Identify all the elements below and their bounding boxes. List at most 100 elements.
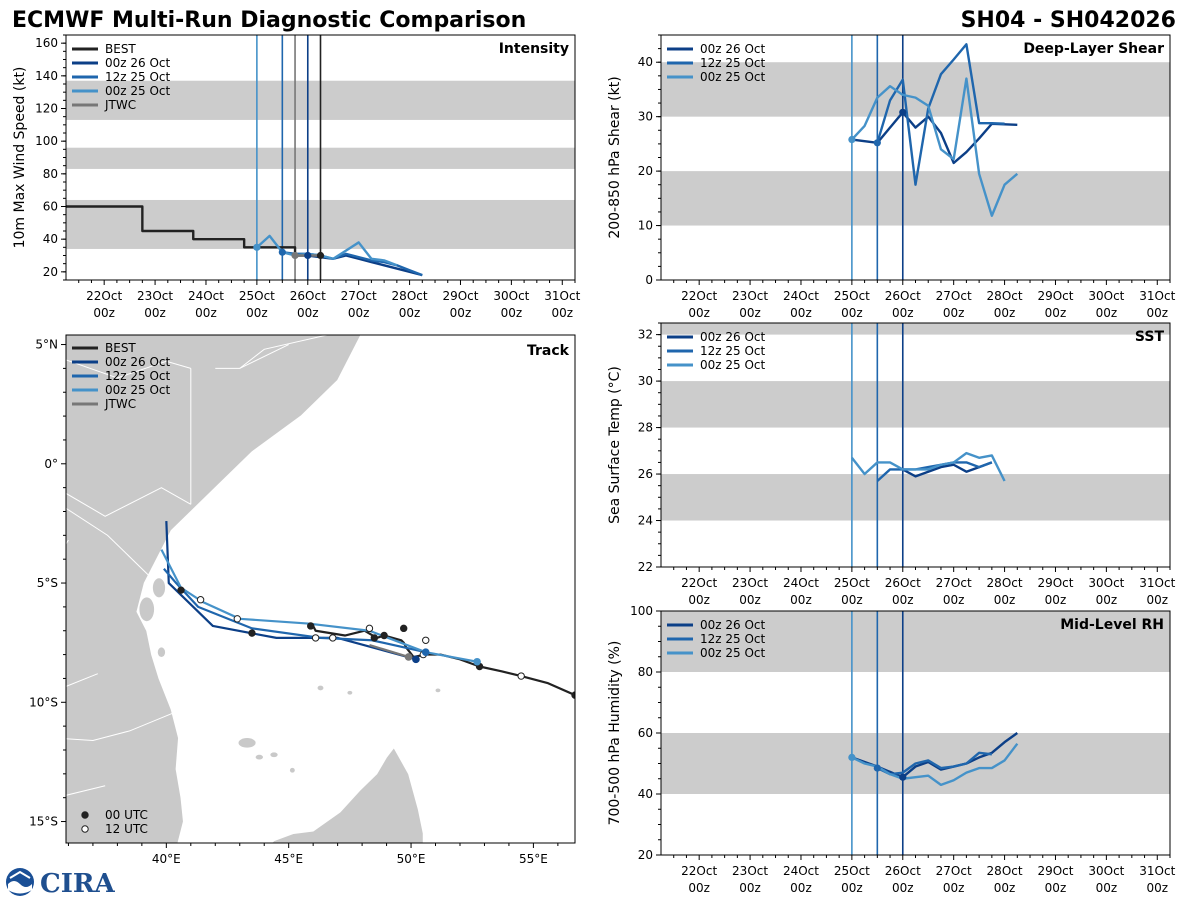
shear-x-tick-label-hour: 00z (1045, 306, 1067, 320)
track-legend-label: 00z 26 Oct (105, 355, 171, 369)
intensity-y-tick-label: 60 (43, 200, 58, 214)
sst-x-tick-label: 26Oct (885, 576, 921, 590)
sst-legend-label: 00z 26 Oct (700, 330, 766, 344)
track-series-best (312, 625, 575, 697)
sst-series-00z-25-oct (850, 451, 1006, 482)
track-init-marker-12z-25-oct (421, 648, 430, 657)
intensity-init-marker-2 (291, 251, 299, 260)
track-point-00utc (177, 586, 185, 594)
sst-x-tick-label-hour: 00z (739, 593, 761, 607)
island-landmass (152, 578, 166, 598)
rh-panel: 22Oct 00z 23Oct 00z 24Oct 00z 25Oct 00z 26Oct 00z… (607, 604, 1176, 895)
intensity-y-tick-label: 80 (43, 167, 58, 181)
track-legend-label: JTWC (104, 397, 136, 411)
shear-series-12z-25-oct (876, 43, 1005, 186)
sst-x-tick-label-hour: 00z (994, 593, 1016, 607)
intensity-x-tick-label: 28Oct (392, 289, 428, 303)
shear-x-tick-label: 23Oct (732, 289, 768, 303)
intensity-init-marker-1 (278, 248, 286, 256)
intensity-x-tick-label: 24Oct (188, 289, 224, 303)
track-point-12utc (365, 624, 374, 633)
rh-x-tick-label: 30Oct (1088, 864, 1124, 878)
shear-series-00z-25-oct (850, 77, 1019, 217)
island-landmass (347, 690, 353, 695)
sst-x-tick-label-hour: 00z (892, 593, 914, 607)
shear-x-tick-label-hour: 00z (739, 306, 761, 320)
shear-x-tick-label-hour: 00z (688, 306, 710, 320)
intensity-init-marker-4 (316, 251, 325, 260)
shear-x-tick-label-hour: 00z (1096, 306, 1118, 320)
intensity-legend-label: BEST (105, 42, 136, 56)
intensity-panel: 22Oct 00z 23Oct 00z 24Oct 00z 25Oct 00z 26Oct 00z… (12, 34, 581, 320)
sst-band-0 (661, 474, 1170, 521)
track-panel-title: Track (527, 343, 570, 359)
intensity-y-tick-label: 160 (35, 36, 58, 50)
intensity-x-tick-label-hour: 00z (297, 306, 319, 320)
intensity-init-marker-3 (304, 251, 312, 260)
shear-x-tick-label-hour: 00z (994, 306, 1016, 320)
intensity-x-tick-label-hour: 00z (399, 306, 421, 320)
sst-x-tick-label-hour: 00z (1096, 593, 1118, 607)
intensity-x-tick-label: 31Oct (544, 289, 580, 303)
track-frame (65, 334, 576, 844)
sst-x-tick-label: 25Oct (834, 576, 870, 590)
country-border (239, 335, 330, 369)
track-series-00z-26-oct (165, 520, 417, 661)
track-y-tick-label: 10°S (29, 695, 58, 709)
sst-x-tick-label: 24Oct (783, 576, 819, 590)
rh-x-tick-label-hour: 00z (1146, 881, 1168, 895)
intensity-x-tick-label: 30Oct (493, 289, 529, 303)
shear-series-group (850, 43, 1019, 217)
sst-series-00z-26-oct (902, 461, 993, 478)
track-y-tick-label: 0° (44, 457, 58, 471)
shear-x-tick-label: 31Oct (1139, 289, 1175, 303)
rh-series-12z-25-oct (876, 751, 992, 776)
sst-x-tick-label-hour: 00z (790, 593, 812, 607)
storm-id: SH04 - SH042026 (961, 8, 1176, 33)
sst-y-tick-label: 32 (638, 328, 653, 342)
island-landmass (139, 597, 155, 622)
intensity-panel-title: Intensity (499, 41, 569, 57)
sst-y-tick-label: 24 (638, 514, 653, 528)
sst-y-tick-label: 30 (638, 374, 653, 388)
rh-legend-label: 12z 25 Oct (700, 632, 766, 646)
intensity-x-tick-label-hour: 00z (551, 306, 573, 320)
sst-x-tick-label: 23Oct (732, 576, 768, 590)
shear-x-tick-label-hour: 00z (841, 306, 863, 320)
sst-band-2 (661, 323, 1170, 335)
island-landmass (317, 685, 324, 691)
intensity-x-tick-label-hour: 00z (450, 306, 472, 320)
shear-x-tick-label-hour: 00z (892, 306, 914, 320)
shear-x-tick-label: 22Oct (681, 289, 717, 303)
utc-legend-label: 00 UTC (105, 808, 148, 822)
sst-x-tick-label-hour: 00z (1146, 593, 1168, 607)
rh-band-1 (661, 611, 1170, 672)
track-point-00utc (307, 622, 315, 630)
track-series-00z-25-oct (160, 549, 478, 663)
rh-y-tick-label: 20 (638, 848, 653, 862)
rh-x-tick-label-hour: 00z (739, 881, 761, 895)
utc-12-marker (81, 825, 89, 833)
track-x-tick-label: 40°E (152, 852, 181, 866)
intensity-x-tick-label-hour: 00z (348, 306, 370, 320)
intensity-x-tick-label: 23Oct (137, 289, 173, 303)
shear-y-tick-label: 40 (638, 55, 653, 69)
noaa-wave-icon (8, 881, 32, 894)
sst-x-tick-label: 29Oct (1037, 576, 1073, 590)
rh-x-tick-label-hour: 00z (688, 881, 710, 895)
rh-y-tick-label: 100 (630, 604, 653, 618)
utc-00-marker (81, 811, 89, 819)
track-map-group (66, 335, 575, 843)
track-point-12utc (196, 596, 205, 604)
track-init-marker-00z-26-oct (412, 655, 420, 664)
country-border (66, 711, 177, 741)
sst-y-tick-label: 22 (638, 560, 653, 574)
intensity-legend-label: JTWC (104, 98, 136, 112)
rh-x-tick-label-hour: 00z (943, 881, 965, 895)
island-landmass (238, 738, 256, 748)
rh-panel-title: Mid-Level RH (1060, 617, 1164, 633)
shear-y-axis-label: 200-850 hPa Shear (kt) (607, 76, 623, 238)
